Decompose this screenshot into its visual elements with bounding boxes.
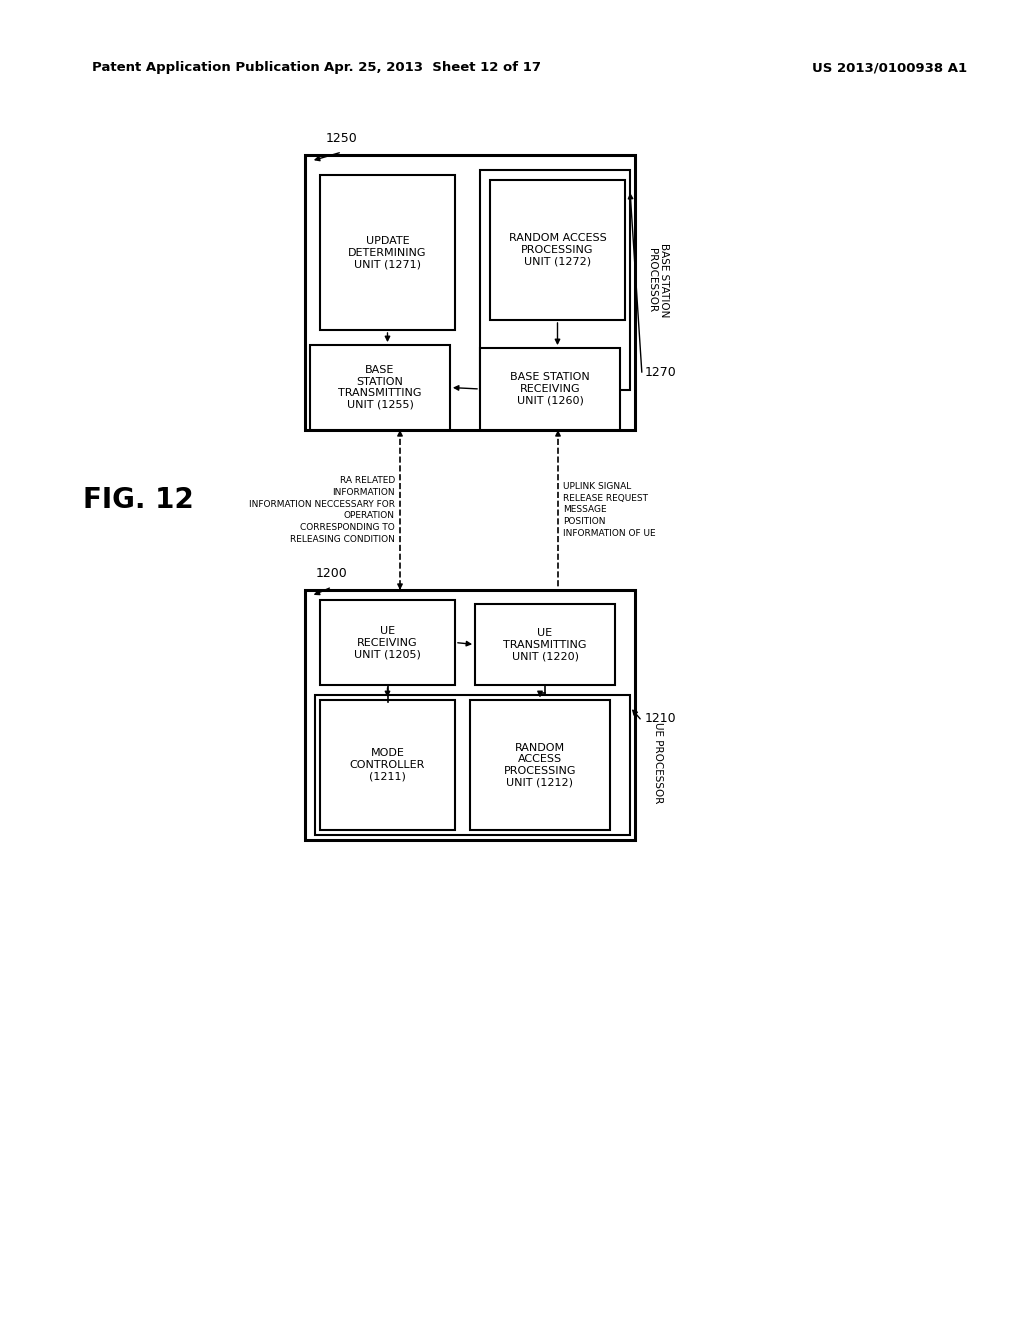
Text: UE PROCESSOR: UE PROCESSOR [653,722,663,804]
Text: 1270: 1270 [645,366,677,379]
Text: 1200: 1200 [316,568,348,579]
Bar [310,345,450,430]
Text: BASE STATION
PROCESSOR: BASE STATION PROCESSOR [647,243,669,317]
Text: 1210: 1210 [645,711,677,725]
Bar [319,176,455,330]
Bar [319,601,455,685]
Bar [470,700,610,830]
Bar [305,154,635,430]
Text: UPDATE
DETERMINING
UNIT (1271): UPDATE DETERMINING UNIT (1271) [348,236,427,269]
Bar [480,348,620,430]
Text: RA RELATED
INFORMATION
INFORMATION NECCESSARY FOR
OPERATION
CORRESPONDING TO
REL: RA RELATED INFORMATION INFORMATION NECCE… [249,477,395,544]
Text: MODE
CONTROLLER
(1211): MODE CONTROLLER (1211) [350,748,425,781]
Text: US 2013/0100938 A1: US 2013/0100938 A1 [812,62,968,74]
Text: BASE STATION
RECEIVING
UNIT (1260): BASE STATION RECEIVING UNIT (1260) [510,372,590,405]
Bar [305,590,635,840]
Bar [475,605,615,685]
Text: UE
TRANSMITTING
UNIT (1220): UE TRANSMITTING UNIT (1220) [503,628,587,661]
Text: BASE
STATION
TRANSMITTING
UNIT (1255): BASE STATION TRANSMITTING UNIT (1255) [338,366,422,411]
Text: RANDOM
ACCESS
PROCESSING
UNIT (1212): RANDOM ACCESS PROCESSING UNIT (1212) [504,743,577,788]
Bar [480,170,630,389]
Text: Patent Application Publication: Patent Application Publication [92,62,319,74]
Text: UE
RECEIVING
UNIT (1205): UE RECEIVING UNIT (1205) [354,626,421,659]
Text: 1250: 1250 [326,132,357,145]
Text: UPLINK SIGNAL
RELEASE REQUEST
MESSAGE
POSITION
INFORMATION OF UE: UPLINK SIGNAL RELEASE REQUEST MESSAGE PO… [563,482,655,539]
Text: Apr. 25, 2013  Sheet 12 of 17: Apr. 25, 2013 Sheet 12 of 17 [324,62,541,74]
Bar [490,180,625,319]
Text: FIG. 12: FIG. 12 [83,486,194,513]
Bar [319,700,455,830]
Bar [315,696,630,836]
Text: RANDOM ACCESS
PROCESSING
UNIT (1272): RANDOM ACCESS PROCESSING UNIT (1272) [509,234,606,267]
